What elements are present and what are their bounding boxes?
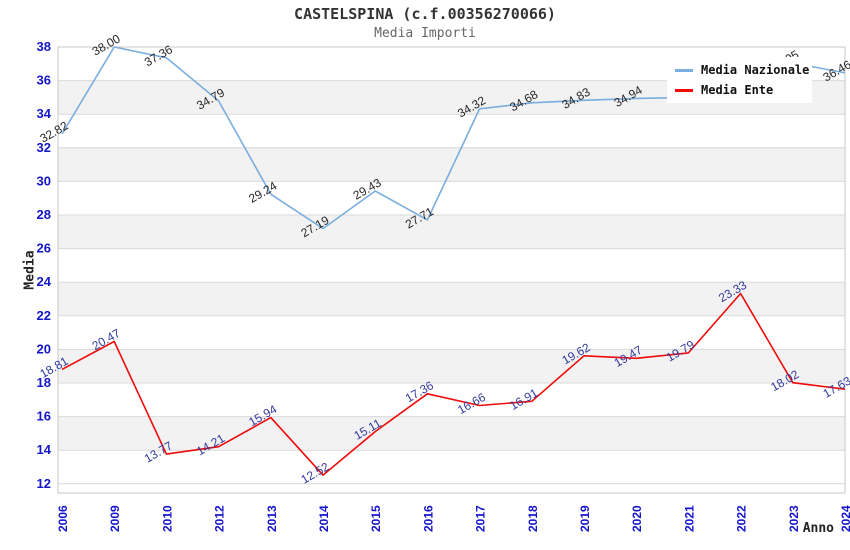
y-tick-label: 12	[37, 476, 51, 491]
legend: Media Nazionale Media Ente	[667, 57, 812, 103]
plot-band	[58, 416, 845, 451]
y-tick-label: 16	[37, 409, 51, 424]
x-tick-label: 2016	[421, 505, 435, 532]
y-tick-label: 22	[37, 308, 51, 323]
x-tick-label: 2022	[735, 505, 749, 532]
legend-item-media-ente: Media Ente	[675, 83, 812, 97]
y-tick-label: 26	[37, 241, 51, 256]
y-tick-label: 38	[37, 39, 51, 54]
legend-item-media-nazionale: Media Nazionale	[675, 63, 812, 77]
legend-label-media-ente: Media Ente	[701, 83, 774, 97]
y-tick-label: 28	[37, 207, 51, 222]
x-tick-label: 2021	[682, 505, 696, 532]
x-tick-label: 2013	[265, 505, 279, 532]
x-tick-label: 2018	[526, 505, 540, 532]
x-tick-label: 2012	[213, 505, 227, 532]
x-tick-label: 2017	[474, 505, 488, 532]
x-tick-label: 2015	[369, 505, 383, 532]
x-tick-label: 2020	[630, 505, 644, 532]
x-tick-label: 2014	[317, 505, 331, 532]
x-tick-label: 2009	[108, 505, 122, 532]
x-tick-label: 2006	[56, 505, 70, 532]
y-tick-label: 20	[37, 341, 51, 356]
chart-subtitle: Media Importi	[374, 26, 476, 41]
x-axis-title: Anno	[802, 521, 834, 536]
series-line-media-ente	[61, 292, 846, 476]
legend-marker-media-nazionale	[675, 68, 693, 72]
x-tick-label: 2023	[787, 505, 801, 532]
plot-band	[58, 282, 845, 316]
plot-band	[58, 147, 845, 182]
plot-border	[57, 46, 846, 494]
x-tick-label: 2019	[578, 505, 592, 532]
y-tick-label: 34	[37, 106, 52, 121]
x-tick-label: 2010	[160, 505, 174, 532]
y-axis-title: Media	[22, 250, 38, 290]
plot-band	[58, 215, 845, 249]
y-tick-label: 24	[37, 274, 52, 289]
y-tick-label: 32	[37, 140, 51, 155]
y-tick-label: 14	[37, 442, 52, 457]
legend-marker-media-ente	[675, 88, 693, 92]
legend-label-media-nazionale: Media Nazionale	[701, 63, 810, 77]
y-tick-label: 18	[37, 375, 51, 390]
y-tick-label: 30	[37, 173, 51, 188]
x-tick-label: 2024	[839, 505, 850, 532]
plot-band	[58, 349, 845, 383]
chart-title: CASTELSPINA (c.f.00356270066)	[294, 5, 556, 23]
y-tick-label: 36	[37, 73, 51, 88]
